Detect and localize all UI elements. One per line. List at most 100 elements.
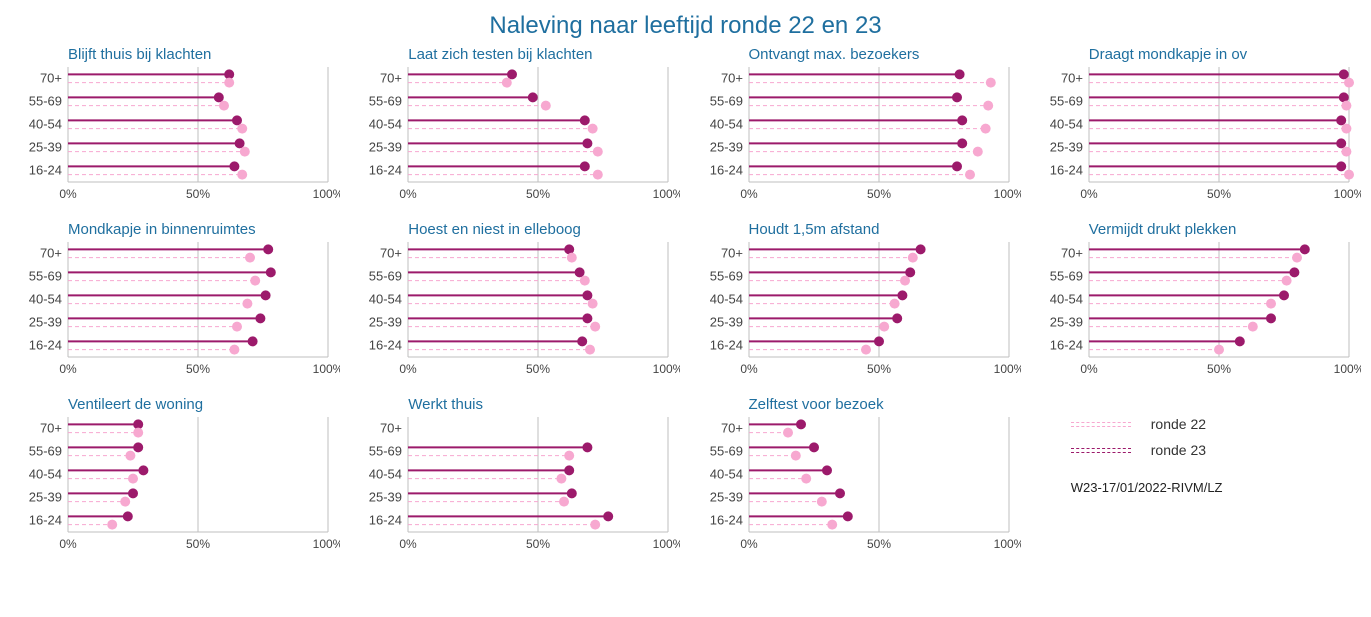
svg-text:70+: 70+ (40, 71, 62, 86)
svg-text:70+: 70+ (720, 246, 742, 261)
svg-text:55-69: 55-69 (369, 444, 402, 459)
svg-text:50%: 50% (186, 537, 210, 551)
legend-label: ronde 22 (1151, 416, 1206, 432)
svg-text:55-69: 55-69 (1050, 94, 1083, 109)
svg-text:16-24: 16-24 (29, 163, 62, 178)
panel-plot: 0%50%100%70+55-6940-5425-3916-24 (350, 242, 680, 385)
svg-text:100%: 100% (1333, 187, 1360, 201)
svg-text:100%: 100% (313, 362, 340, 376)
chart-panel: Draagt mondkapje in ov 0% 50% 100% 70+ 55-69 4… (1031, 46, 1361, 215)
svg-text:16-24: 16-24 (369, 513, 402, 528)
svg-text:40-54: 40-54 (369, 292, 402, 307)
panel-plot: 0%50%100%70+55-6940-5425-3916-24 (1031, 242, 1361, 385)
chart-panel: Ontvangt max. bezoekers 0% 50% 100% 70+ 55-69… (691, 46, 1021, 215)
svg-text:25-39: 25-39 (369, 140, 402, 155)
panel-plot: 0%50%100%70+55-6940-5425-3916-24 (10, 242, 340, 385)
svg-text:16-24: 16-24 (709, 513, 742, 528)
svg-text:40-54: 40-54 (29, 467, 62, 482)
svg-text:16-24: 16-24 (1050, 163, 1083, 178)
svg-text:100%: 100% (993, 187, 1020, 201)
svg-text:70+: 70+ (1061, 246, 1083, 261)
legend-swatch-icon (1071, 446, 1131, 454)
chart-panel: Werkt thuis0%50%100%70+55-6940-5425-3916… (350, 396, 680, 565)
svg-text:55-69: 55-69 (709, 94, 742, 109)
svg-text:55-69: 55-69 (29, 444, 62, 459)
svg-text:25-39: 25-39 (369, 315, 402, 330)
chart-grid: Blijft thuis bij klachten 0% 50% 100% 70+ 55-… (0, 46, 1371, 565)
svg-text:0%: 0% (1080, 187, 1098, 201)
panel-title: Ontvangt max. bezoekers (691, 46, 1021, 63)
panel-title: Ventileert de woning (10, 396, 340, 413)
panel-plot: 0%50%100%70+55-6940-5425-3916-24 (691, 242, 1021, 385)
svg-text:0%: 0% (400, 537, 418, 551)
svg-text:25-39: 25-39 (709, 490, 742, 505)
svg-text:50%: 50% (866, 537, 890, 551)
svg-text:25-39: 25-39 (29, 315, 62, 330)
svg-text:16-24: 16-24 (29, 338, 62, 353)
svg-text:70+: 70+ (1061, 71, 1083, 86)
chart-panel: Vermijdt drukt plekken0%50%100%70+55-694… (1031, 221, 1361, 390)
legend-row-ronde23: ronde 23 (1071, 442, 1351, 458)
panel-plot: 0%50%100%70+55-6940-5425-3916-24 (350, 67, 680, 210)
svg-text:100%: 100% (653, 362, 680, 376)
panel-title: Draagt mondkapje in ov (1031, 46, 1361, 63)
chart-panel: Blijft thuis bij klachten0%50%100%70+55-… (10, 46, 340, 215)
svg-text:50%: 50% (866, 187, 890, 201)
svg-text:70+: 70+ (40, 246, 62, 261)
svg-text:0%: 0% (59, 537, 77, 551)
svg-text:0%: 0% (740, 537, 758, 551)
svg-text:55-69: 55-69 (709, 444, 742, 459)
svg-text:25-39: 25-39 (369, 490, 402, 505)
svg-text:55-69: 55-69 (709, 269, 742, 284)
svg-text:0%: 0% (740, 362, 758, 376)
svg-text:55-69: 55-69 (29, 94, 62, 109)
svg-text:40-54: 40-54 (29, 292, 62, 307)
chart-panel: Laat zich testen bij klachten0%50%100%70… (350, 46, 680, 215)
svg-text:55-69: 55-69 (369, 269, 402, 284)
svg-text:100%: 100% (653, 187, 680, 201)
panel-plot: 0%50%100%70+55-6940-5425-3916-24 (10, 67, 340, 210)
svg-text:40-54: 40-54 (369, 467, 402, 482)
panel-plot: 0%50%100%70+55-6940-5425-3916-24 (10, 417, 340, 560)
svg-text:25-39: 25-39 (1050, 315, 1083, 330)
svg-text:0%: 0% (400, 362, 418, 376)
svg-text:70+: 70+ (720, 421, 742, 436)
svg-text:0%: 0% (1080, 362, 1098, 376)
legend-panel: ronde 22 ronde 23 W23-17/01/2022-RIVM/LZ (1031, 396, 1361, 565)
panel-title: Werkt thuis (350, 396, 680, 413)
svg-text:0%: 0% (740, 187, 758, 201)
svg-text:40-54: 40-54 (1050, 292, 1083, 307)
svg-text:25-39: 25-39 (29, 140, 62, 155)
legend-label: ronde 23 (1151, 442, 1206, 458)
panel-plot: 0%50%100%70+55-6940-5425-3916-24 (691, 67, 1021, 210)
panel-plot: 0% 50% 100% 70+ 55-69 40-54 25-39 16-24 (691, 417, 1021, 560)
svg-text:16-24: 16-24 (1050, 338, 1083, 353)
svg-text:100%: 100% (993, 537, 1020, 551)
svg-text:70+: 70+ (380, 71, 402, 86)
main-title: Naleving naar leeftijd ronde 22 en 23 (0, 0, 1371, 46)
svg-text:40-54: 40-54 (1050, 117, 1083, 132)
svg-text:50%: 50% (186, 187, 210, 201)
svg-text:70+: 70+ (380, 421, 402, 436)
svg-text:100%: 100% (1333, 362, 1360, 376)
svg-text:40-54: 40-54 (709, 117, 742, 132)
svg-text:50%: 50% (526, 187, 550, 201)
panel-plot: 0%50%100%70+55-6940-5425-3916-24 (1031, 67, 1361, 210)
panel-title: Blijft thuis bij klachten (10, 46, 340, 63)
svg-text:55-69: 55-69 (369, 94, 402, 109)
chart-panel: Zelftest voor bezoek 0% 50% 100% 70+ 55-69 40-… (691, 396, 1021, 565)
panel-plot: 0%50%100%70+55-6940-5425-3916-24 (350, 417, 680, 560)
svg-text:55-69: 55-69 (1050, 269, 1083, 284)
svg-text:100%: 100% (653, 537, 680, 551)
svg-text:25-39: 25-39 (709, 315, 742, 330)
svg-text:50%: 50% (1207, 187, 1231, 201)
svg-text:16-24: 16-24 (709, 338, 742, 353)
panel-title: Zelftest voor bezoek (691, 396, 1021, 413)
svg-text:70+: 70+ (720, 71, 742, 86)
panel-title: Hoest en niest in elleboog (350, 221, 680, 238)
chart-panel: Hoest en niest in elleboog0%50%100%70+55… (350, 221, 680, 390)
svg-text:25-39: 25-39 (709, 140, 742, 155)
svg-text:50%: 50% (186, 362, 210, 376)
svg-text:55-69: 55-69 (29, 269, 62, 284)
svg-text:40-54: 40-54 (709, 467, 742, 482)
